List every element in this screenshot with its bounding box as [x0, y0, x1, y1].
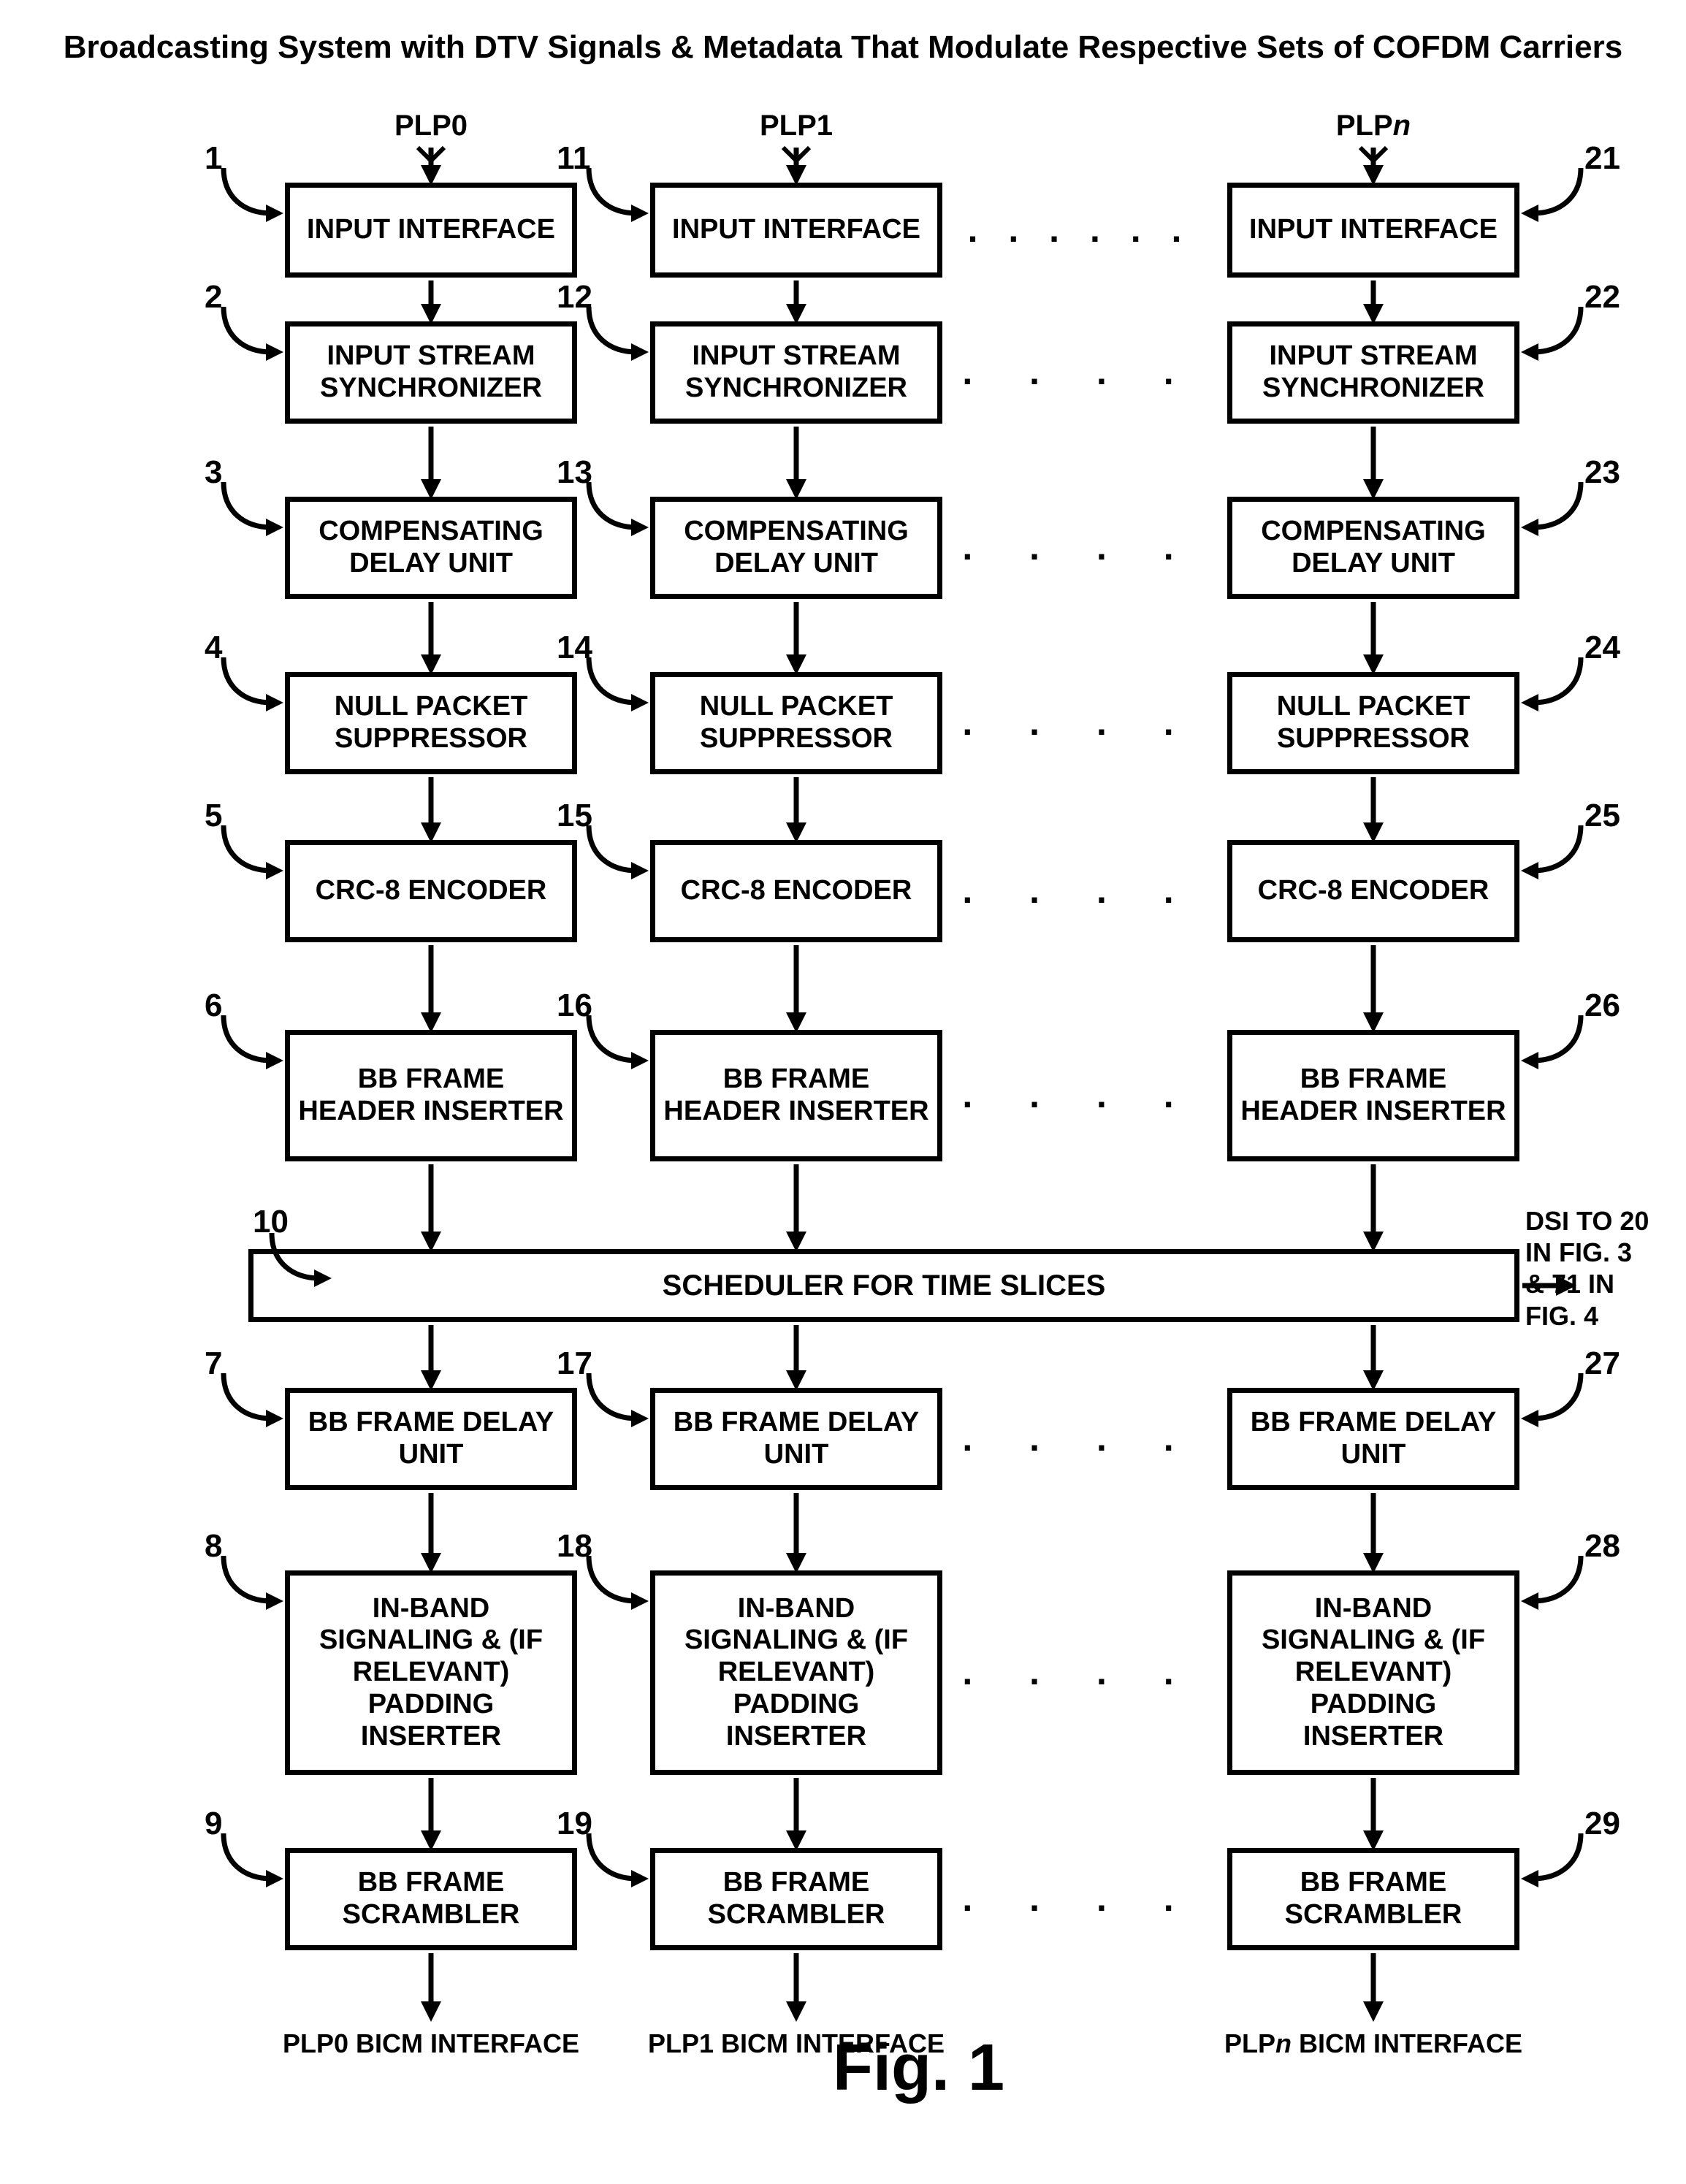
input-label: PLPn — [1308, 110, 1439, 146]
scheduler-box: SCHEDULER FOR TIME SLICES — [248, 1249, 1519, 1322]
output-label: PLPn BICM INTERFACE — [1220, 2028, 1527, 2101]
stage-box: BB FRAME DELAY UNIT — [1227, 1388, 1519, 1490]
stage-box: BB FRAME SCRAMBLER — [285, 1848, 577, 1950]
stage-box: BB FRAME HEADER INSERTER — [650, 1030, 942, 1161]
stage-box: BB FRAME DELAY UNIT — [285, 1388, 577, 1490]
stage-box: INPUT STREAM SYNCHRONIZER — [285, 321, 577, 424]
ellipsis-dots: . . . . — [948, 1651, 1211, 1695]
stage-box: INPUT INTERFACE — [1227, 183, 1519, 278]
stage-box: BB FRAME HEADER INSERTER — [1227, 1030, 1519, 1161]
stage-box: IN-BAND SIGNALING & (IF RELEVANT) PADDIN… — [650, 1570, 942, 1775]
ellipsis-dots: . . . . — [948, 526, 1211, 570]
ellipsis-dots: . . . . — [948, 701, 1211, 745]
stage-box: CRC-8 ENCODER — [285, 840, 577, 942]
ellipsis-dots: . . . . — [948, 351, 1211, 394]
scheduler-output-label: DSI TO 20 IN FIG. 3 & 71 IN FIG. 4 — [1525, 1205, 1649, 1366]
stage-box: BB FRAME SCRAMBLER — [1227, 1848, 1519, 1950]
diagram-canvas: PLP0 PLP1 PLPn INPUT INTERFACE INPUT INTERFA… — [44, 95, 1642, 2140]
stage-box: CRC-8 ENCODER — [1227, 840, 1519, 942]
ellipsis-dots: . . . . — [948, 1417, 1211, 1461]
ellipsis-dots: . . . . . . — [948, 208, 1211, 252]
figure-label: Fig. 1 — [833, 2031, 1198, 2118]
stage-box: NULL PACKET SUPPRESSOR — [285, 672, 577, 774]
input-label: PLP1 — [731, 110, 862, 146]
stage-box: INPUT STREAM SYNCHRONIZER — [1227, 321, 1519, 424]
ellipsis-dots: . . . . — [948, 869, 1211, 913]
stage-box: INPUT INTERFACE — [650, 183, 942, 278]
stage-box: INPUT INTERFACE — [285, 183, 577, 278]
ellipsis-dots: . . . . — [948, 1877, 1211, 1921]
input-label: PLP0 — [365, 110, 497, 146]
stage-box: IN-BAND SIGNALING & (IF RELEVANT) PADDIN… — [1227, 1570, 1519, 1775]
output-label: PLP0 BICM INTERFACE — [278, 2028, 584, 2101]
diagram-title: Broadcasting System with DTV Signals & M… — [44, 29, 1642, 66]
stage-box: NULL PACKET SUPPRESSOR — [1227, 672, 1519, 774]
stage-box: NULL PACKET SUPPRESSOR — [650, 672, 942, 774]
stage-box: IN-BAND SIGNALING & (IF RELEVANT) PADDIN… — [285, 1570, 577, 1775]
stage-box: CRC-8 ENCODER — [650, 840, 942, 942]
stage-box: BB FRAME HEADER INSERTER — [285, 1030, 577, 1161]
stage-box: BB FRAME SCRAMBLER — [650, 1848, 942, 1950]
stage-box: INPUT STREAM SYNCHRONIZER — [650, 321, 942, 424]
ellipsis-dots: . . . . — [948, 1074, 1211, 1118]
stage-box: COMPENSATING DELAY UNIT — [1227, 497, 1519, 599]
stage-box: COMPENSATING DELAY UNIT — [650, 497, 942, 599]
stage-box: BB FRAME DELAY UNIT — [650, 1388, 942, 1490]
stage-box: COMPENSATING DELAY UNIT — [285, 497, 577, 599]
